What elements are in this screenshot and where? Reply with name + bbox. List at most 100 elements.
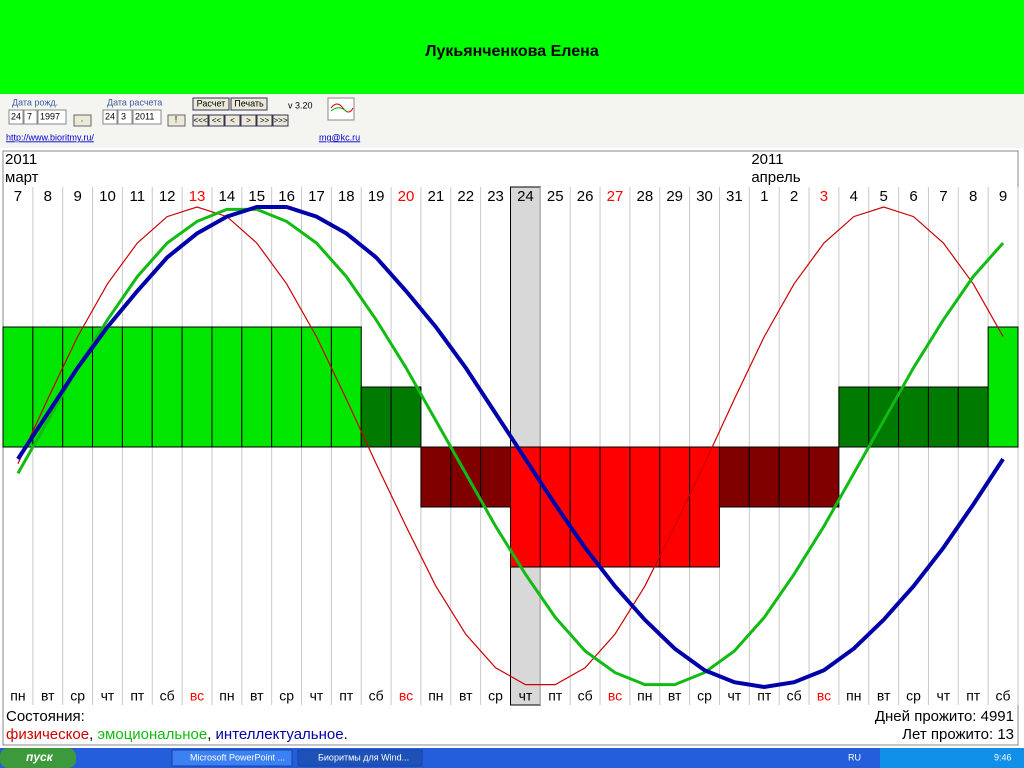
state-bar <box>629 446 661 568</box>
weekday-label: чт <box>937 688 951 704</box>
day-label: 1 <box>760 188 768 205</box>
input[interactable] <box>117 109 133 125</box>
input-text: 7 <box>27 111 32 121</box>
input-text: 1997 <box>40 111 60 121</box>
day-label: 7 <box>939 188 947 205</box>
nav-button[interactable] <box>240 114 257 127</box>
weekday-label: вс <box>608 688 622 704</box>
weekday-label: пн <box>428 688 443 704</box>
state-bar <box>748 446 780 508</box>
day-label: 29 <box>666 188 683 205</box>
day-label: 14 <box>219 188 236 205</box>
nav-button[interactable] <box>192 114 209 127</box>
day-label: 16 <box>278 188 295 205</box>
button[interactable] <box>230 97 268 111</box>
years-lived: Лет прожито: 13 <box>902 726 1014 743</box>
input-text: 24 <box>105 111 115 121</box>
task[interactable] <box>171 749 293 767</box>
link[interactable]: mg@kc.ru <box>319 132 360 142</box>
weekday-label: вс <box>190 688 204 704</box>
state-bar <box>181 326 213 448</box>
day-label: 15 <box>248 188 265 205</box>
month-label: апрель <box>751 169 800 186</box>
nav-button[interactable] <box>208 114 225 127</box>
day-label: 8 <box>44 188 52 205</box>
nav-text: >> <box>260 116 270 125</box>
day-label: 13 <box>189 188 206 205</box>
state-bar <box>659 446 691 568</box>
weekday-label: чт <box>728 688 742 704</box>
weekday-label: чт <box>101 688 115 704</box>
tray <box>880 748 1024 768</box>
day-label: 11 <box>130 188 146 205</box>
weekday-label: пт <box>339 688 354 704</box>
state-bar <box>927 386 959 448</box>
day-label: 21 <box>428 188 445 205</box>
nav-button[interactable] <box>256 114 273 127</box>
weekday-label: вт <box>668 688 682 704</box>
nav-button[interactable] <box>272 114 289 127</box>
state-bar <box>121 326 153 448</box>
days-lived: Дней прожито: 4991 <box>875 708 1014 725</box>
input[interactable] <box>102 109 118 125</box>
button[interactable] <box>73 114 92 127</box>
input[interactable] <box>37 109 67 125</box>
nav-text: <<< <box>193 116 207 125</box>
input[interactable] <box>8 109 24 125</box>
task[interactable] <box>297 749 423 767</box>
nav-button[interactable] <box>224 114 241 127</box>
weekday-label: ср <box>70 688 85 704</box>
weekday-label: ср <box>906 688 921 704</box>
state-bar <box>808 446 840 508</box>
button-text: ! <box>175 114 178 124</box>
state-bar <box>718 446 750 508</box>
nav-text: > <box>246 116 251 125</box>
app-icon <box>327 97 355 121</box>
input-text: 24 <box>11 111 21 121</box>
start-text: пуск <box>26 750 54 764</box>
start-button[interactable] <box>0 748 76 768</box>
state-bar <box>599 446 631 568</box>
state-bar <box>898 386 929 448</box>
nav-text: < <box>230 116 235 125</box>
weekday-label: пн <box>846 688 861 704</box>
month-label: март <box>5 169 39 186</box>
legend-entry: физическое <box>6 726 89 743</box>
input[interactable] <box>132 109 162 125</box>
button[interactable] <box>167 114 186 127</box>
weekday-label: вт <box>877 688 891 704</box>
button-text: Расчет <box>197 98 226 108</box>
weekday-label: пн <box>10 688 25 704</box>
weekday-label: ср <box>279 688 294 704</box>
day-label: 4 <box>850 188 858 205</box>
weekday-label: вс <box>817 688 831 704</box>
button-text: Печать <box>234 98 264 108</box>
lang: RU <box>848 752 861 762</box>
button[interactable] <box>192 97 230 111</box>
legend-end: . <box>344 726 348 743</box>
weekday-label: сб <box>369 688 384 704</box>
link[interactable]: http://www.bioritmy.ru/ <box>6 132 94 142</box>
day-label: 10 <box>99 188 116 205</box>
day-label: 17 <box>308 188 325 205</box>
state-bar <box>480 446 512 508</box>
birth-label: Дата рожд. <box>12 97 58 107</box>
day-label: 25 <box>547 188 564 205</box>
weekday-label: вт <box>459 688 473 704</box>
day-label: 26 <box>577 188 594 205</box>
weekday-label: вт <box>250 688 264 704</box>
weekday-label: сб <box>578 688 593 704</box>
curve <box>16 207 1005 687</box>
day-label: 28 <box>636 188 653 205</box>
state-bar <box>271 326 303 448</box>
taskbar <box>0 748 1024 768</box>
year-label: 2011 <box>5 151 37 168</box>
day-label: 20 <box>398 188 415 205</box>
day-label: 5 <box>879 188 887 205</box>
state-bar <box>330 326 362 448</box>
calc-label: Дата расчета <box>107 97 162 107</box>
state-bar <box>211 326 243 448</box>
day-label: 8 <box>969 188 977 205</box>
input-text: 3 <box>121 111 126 121</box>
input[interactable] <box>23 109 38 125</box>
